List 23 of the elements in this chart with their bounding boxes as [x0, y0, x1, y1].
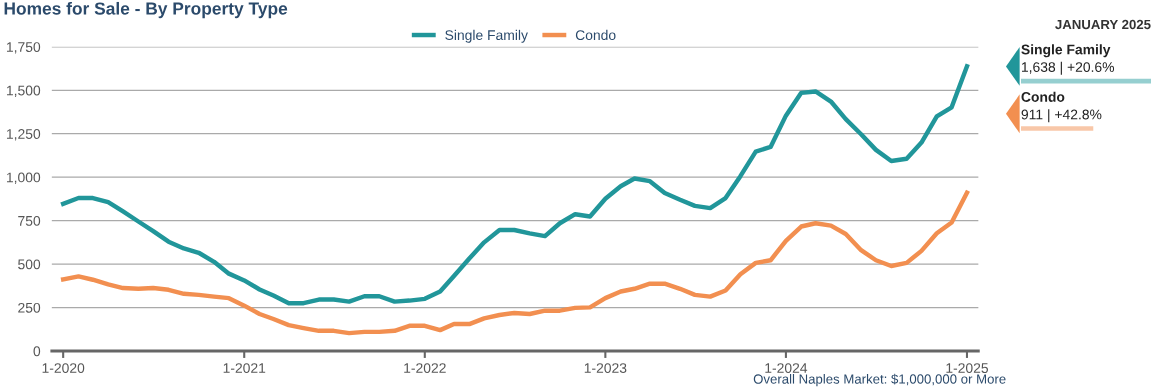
chart-title: Homes for Sale - By Property Type [4, 1, 288, 19]
x-tick-label: 1-2022 [404, 363, 446, 374]
y-tick-label: 0 [33, 346, 41, 357]
x-tick-label: 1-2020 [42, 363, 85, 374]
line-series [60, 190, 970, 336]
y-tick-label: 500 [18, 259, 41, 270]
data-label: 1,638 | +20.6% [1022, 61, 1115, 75]
line-series [60, 64, 970, 306]
y-tick-label: 1,250 [6, 129, 41, 141]
x-tick-label: 1-2023 [584, 363, 627, 374]
y-tick-label: 1,500 [6, 85, 41, 98]
y-tick-label: 1,000 [6, 172, 41, 184]
y-tick-label: 250 [18, 302, 41, 313]
y-tick-label: 750 [18, 215, 41, 226]
legend-label: Single Family [445, 29, 528, 43]
x-tick-label: 1-2024 [765, 363, 808, 374]
data-label: 911 | +42.8% [1021, 109, 1102, 123]
legend-label: Condo [575, 29, 616, 41]
x-tick-label: 1-2021 [223, 363, 266, 374]
text: Overall Naples Market: $1,000,000 or More [753, 373, 1006, 387]
x-tick-label: 1-2025 [946, 363, 989, 374]
y-tick-label: 1,750 [6, 42, 41, 54]
chart-title: JANUARY 2025 [1055, 19, 1151, 30]
